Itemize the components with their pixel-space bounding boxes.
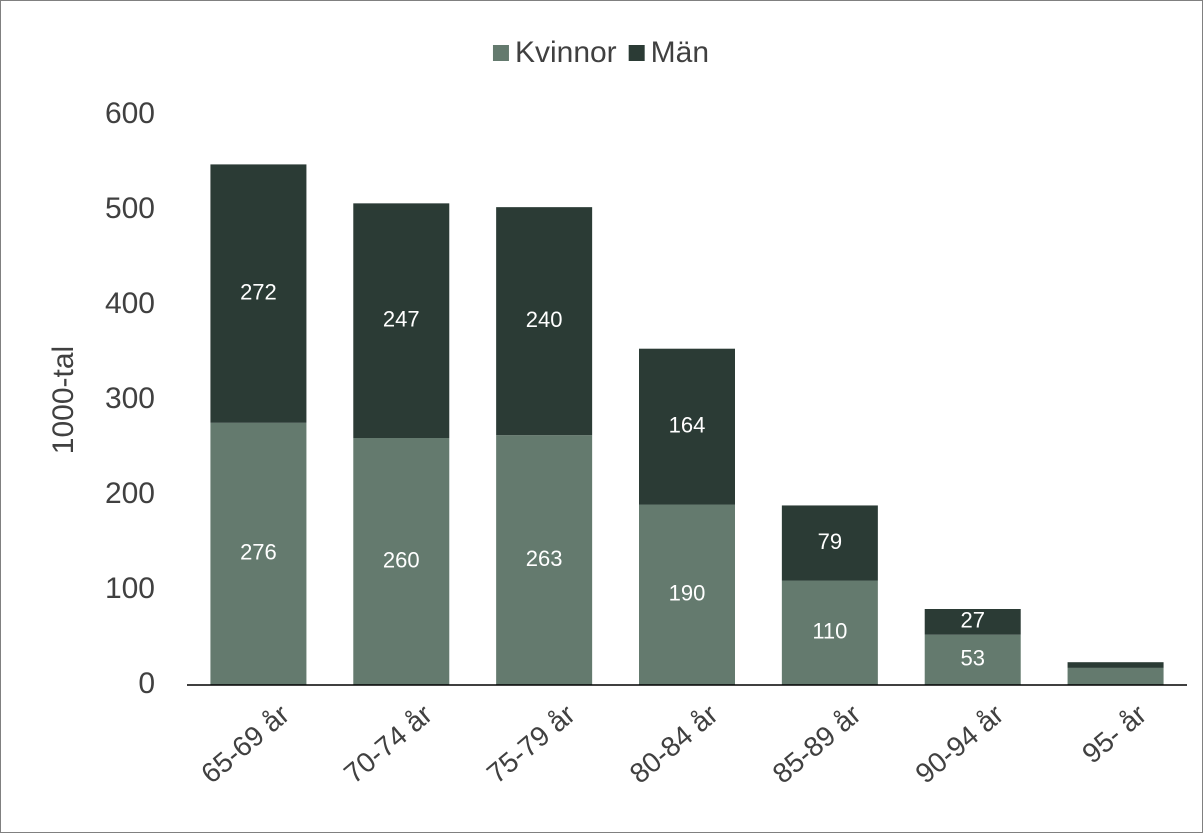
data-label: 276	[240, 540, 277, 565]
data-label: 79	[818, 529, 842, 554]
bar-segment	[496, 207, 593, 436]
bar-segment	[781, 505, 878, 581]
bar-segment	[639, 348, 735, 505]
bar-segment	[210, 422, 307, 685]
bar-segment	[1067, 667, 1164, 685]
y-tick-label: 200	[105, 477, 155, 510]
legend-label: Män	[651, 36, 709, 69]
y-tick-label: 500	[105, 192, 155, 225]
y-tick-label: 0	[138, 667, 155, 700]
y-tick-label: 300	[105, 382, 155, 415]
data-label: 260	[383, 547, 420, 572]
legend-swatch	[492, 45, 509, 61]
bar-segment	[353, 203, 450, 438]
data-label: 247	[383, 306, 420, 331]
legend-label: Kvinnor	[515, 36, 617, 69]
data-label: 53	[960, 646, 984, 671]
bar-segment	[1067, 662, 1164, 668]
data-label: 240	[526, 307, 563, 332]
bar-segment	[210, 164, 307, 423]
data-label: 27	[960, 608, 984, 633]
y-tick-label: 600	[105, 97, 155, 130]
data-label: 272	[240, 279, 277, 304]
data-label: 164	[669, 412, 706, 437]
data-label: 263	[526, 546, 563, 571]
y-axis-title: 1000-tal	[47, 346, 80, 454]
bar-segment	[924, 634, 1021, 685]
bar-segment	[353, 438, 450, 685]
bar-segment	[639, 504, 735, 685]
y-tick-label: 400	[105, 287, 155, 320]
data-label: 110	[812, 619, 847, 644]
y-tick-label: 100	[105, 572, 155, 605]
data-label: 190	[669, 581, 706, 606]
bar-segment	[781, 580, 878, 685]
bar-segment	[496, 435, 593, 685]
legend-swatch	[628, 45, 645, 61]
bar-segment	[924, 609, 1021, 635]
